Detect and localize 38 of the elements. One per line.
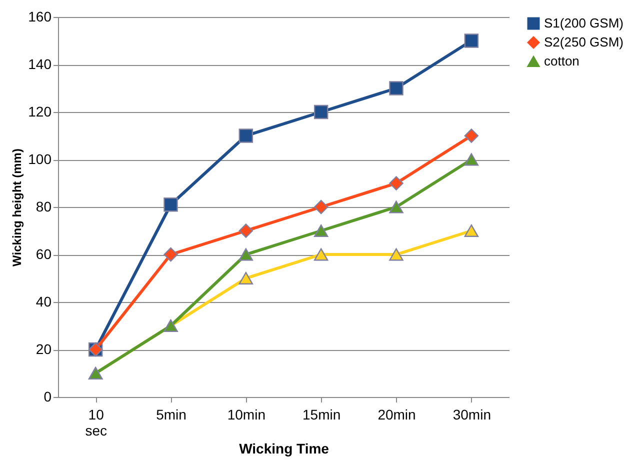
point — [238, 248, 254, 261]
legend-label: S2(250 GSM) — [544, 34, 624, 50]
point — [238, 128, 254, 143]
y-axis-title: Wicking height (mm) — [10, 148, 24, 266]
x-tick-label: 10 sec — [85, 406, 107, 438]
x-tick-label: 5min — [156, 406, 186, 422]
point — [464, 34, 479, 48]
point — [464, 128, 479, 143]
y-tick-label: 80 — [36, 198, 52, 214]
x-tick-label: 30min — [452, 406, 491, 422]
point — [314, 248, 328, 261]
y-tick-label: 160 — [28, 8, 52, 24]
point — [238, 224, 254, 238]
point — [314, 224, 328, 237]
point — [389, 176, 404, 190]
point — [164, 198, 178, 212]
y-tick-label: 20 — [36, 341, 52, 357]
legend-label: S1(200 GSM) — [544, 16, 624, 30]
y-tick-label: 40 — [36, 294, 52, 310]
legend-label: cotton — [544, 54, 580, 68]
y-tick-label: 100 — [28, 151, 52, 167]
point — [389, 248, 404, 261]
point — [389, 81, 404, 96]
point — [389, 200, 404, 214]
point — [164, 247, 178, 262]
x-tick-label: 20min — [378, 406, 416, 422]
y-tick-label: 140 — [28, 56, 52, 72]
x-tick-label: 15min — [302, 406, 341, 422]
y-tick-label: 60 — [36, 246, 52, 262]
x-axis-title: Wicking Time — [239, 440, 330, 456]
y-tick-label: 120 — [28, 104, 52, 120]
x-tick-label: 10min — [227, 406, 266, 422]
point — [314, 200, 328, 214]
point — [314, 104, 328, 120]
point — [464, 153, 479, 166]
point — [238, 272, 254, 284]
point — [464, 224, 479, 237]
y-tick-label: 0 — [44, 388, 52, 404]
